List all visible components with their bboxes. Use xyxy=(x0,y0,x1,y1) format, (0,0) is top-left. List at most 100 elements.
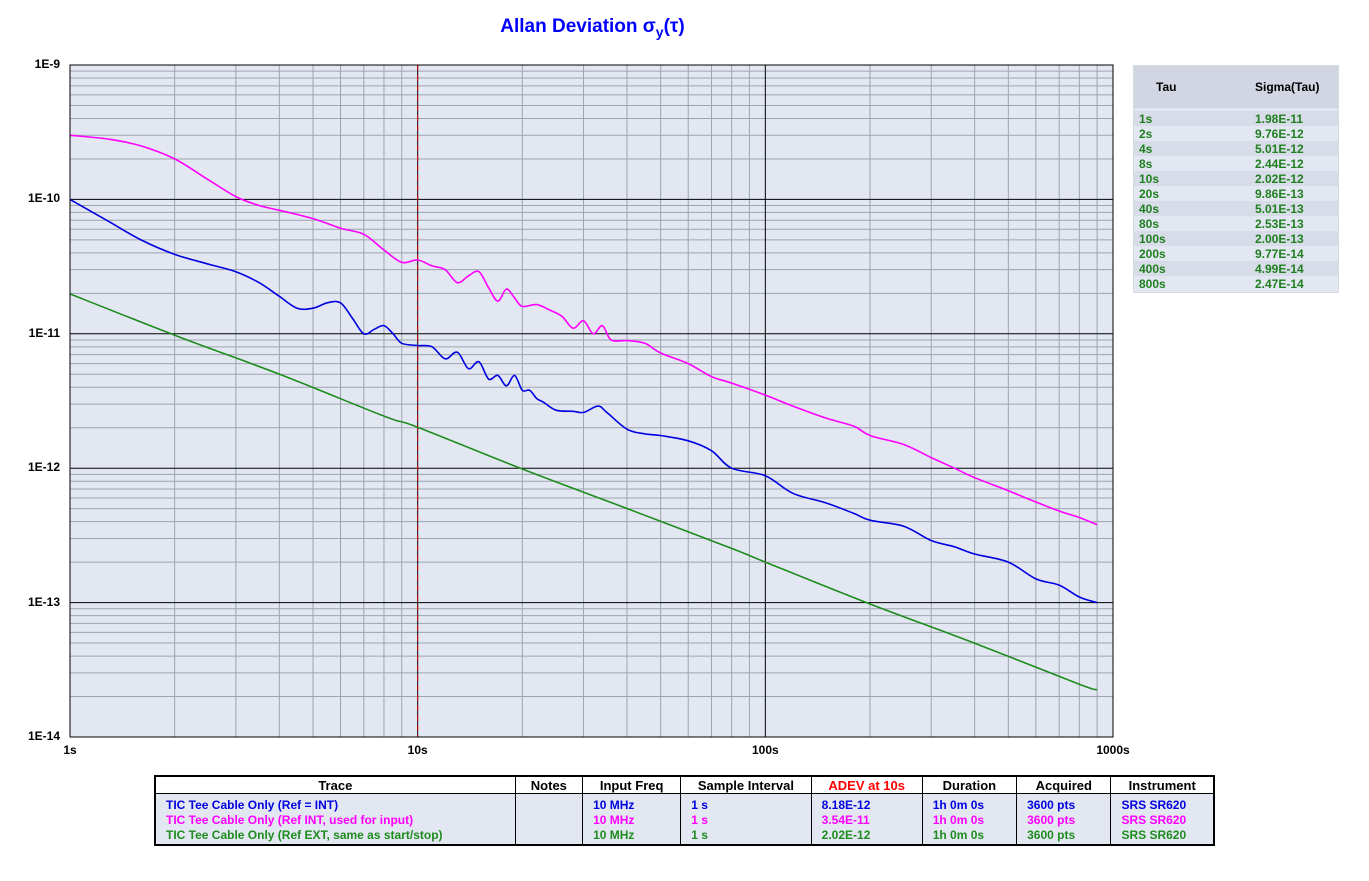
sigma-cell: 4.99E-14 xyxy=(1255,262,1304,276)
y-tick-label: 1E-9 xyxy=(34,57,60,71)
trace-table-header-cell: ADEV at 10s xyxy=(810,777,923,794)
sigma-cell: 9.86E-13 xyxy=(1255,187,1304,201)
trace-table-column: TIC Tee Cable Only (Ref = INT) TIC Tee Ca… xyxy=(156,794,515,845)
trace-table-column xyxy=(514,793,583,844)
trace-table-cell: 1 s xyxy=(691,798,708,812)
tau-sigma-row: 1s 1.98E-11 xyxy=(1134,111,1338,126)
y-tick-label: 1E-14 xyxy=(27,729,60,743)
minor-grid xyxy=(70,65,1113,737)
series-line-2 xyxy=(69,134,1098,526)
series-line-1 xyxy=(69,198,1098,604)
tau-sigma-row: 8s 2.44E-12 xyxy=(1134,156,1338,171)
trace-table-body: TIC Tee Cable Only (Ref = INT) TIC Tee Ca… xyxy=(156,793,1213,845)
trace-table-cell xyxy=(526,828,582,843)
tau-sigma-rows: 1s 1.98E-11 2s 9.76E-12 4s 5.01E-12 8s 2.44E-12… xyxy=(1134,108,1338,291)
trace-table-cell: 1 s xyxy=(691,828,708,842)
tau-sigma-row: 100s 2.00E-13 xyxy=(1134,231,1338,246)
x-tick-label: 10s xyxy=(407,743,428,757)
y-tick-label: 1E-13 xyxy=(27,594,60,609)
trace-table-cell xyxy=(526,798,582,813)
sigma-cell: 2.53E-13 xyxy=(1255,217,1304,231)
tau-sigma-row: 10s 2.02E-12 xyxy=(1134,171,1338,186)
trace-table-cell: 1h 0m 0s xyxy=(932,828,985,842)
trace-table-header-cell: Sample Interval xyxy=(680,777,812,794)
trace-table: Trace Notes Input Freq Sample Interval ADEV … xyxy=(154,775,1215,846)
tau-cell: 10s xyxy=(1139,172,1160,186)
trace-table-cell: 10 MHz xyxy=(593,798,635,812)
trace-table-cell: 1h 0m 0s xyxy=(932,813,985,827)
sigma-cell: 5.01E-12 xyxy=(1255,142,1304,156)
trace-table-cell: 3.54E-11 xyxy=(821,813,870,827)
y-tick-label: 1E-11 xyxy=(28,325,60,340)
trace-table-cell: TIC Tee Cable Only (Ref EXT, same as sta… xyxy=(166,828,443,842)
trace-table-cell: SRS SR620 xyxy=(1121,828,1187,842)
trace-table-cell: TIC Tee Cable Only (Ref INT, used for in… xyxy=(166,813,414,827)
tau-sigma-row: 20s 9.86E-13 xyxy=(1134,186,1338,201)
sigma-cell: 1.98E-11 xyxy=(1255,112,1304,126)
tau-cell: 2s xyxy=(1139,127,1153,141)
trace-table-cell: 1h 0m 0s xyxy=(932,798,985,812)
tau-header: Tau xyxy=(1156,80,1177,94)
tau-cell: 200s xyxy=(1139,247,1166,261)
tau-sigma-row: 800s 2.47E-14 xyxy=(1134,276,1338,291)
sigma-cell: 5.01E-13 xyxy=(1255,202,1304,216)
x-tick-label: 1s xyxy=(63,743,77,757)
sigma-cell: 9.76E-12 xyxy=(1255,127,1304,141)
tau-sigma-row: 40s 5.01E-13 xyxy=(1134,201,1338,216)
chart-title-symbol: σ xyxy=(642,16,656,37)
trace-table-cell: SRS SR620 xyxy=(1121,813,1187,827)
trace-table-header: Trace Notes Input Freq Sample Interval ADEV … xyxy=(156,777,1213,794)
tau-cell: 800s xyxy=(1139,277,1166,291)
trace-table-column: 8.18E-12 3.54E-11 2.02E-12 xyxy=(810,793,923,844)
sigma-header: Sigma(Tau) xyxy=(1255,80,1320,94)
sigma-cell: 2.47E-14 xyxy=(1255,277,1304,291)
trace-table-header-cell: Input Freq xyxy=(582,777,681,794)
tau-cell: 4s xyxy=(1139,142,1153,156)
tau-cell: 8s xyxy=(1139,157,1153,171)
trace-table-cell: 1 s xyxy=(691,813,708,827)
trace-table-cell: 10 MHz xyxy=(593,813,635,827)
trace-table-cell: 10 MHz xyxy=(593,828,635,842)
trace-table-header-cell: Trace xyxy=(156,777,516,794)
tau-cell: 80s xyxy=(1139,217,1160,231)
tau-sigma-row: 4s 5.01E-12 xyxy=(1134,141,1338,156)
series-group xyxy=(69,134,1098,691)
trace-table-header-cell: Acquired xyxy=(1016,777,1111,794)
series-line-3 xyxy=(69,293,1098,691)
trace-table-column: 1h 0m 0s 1h 0m 0s 1h 0m 0s xyxy=(921,793,1017,844)
y-tick-label: 1E-10 xyxy=(27,191,60,206)
trace-table-cell: 2.02E-12 xyxy=(821,828,871,842)
sigma-cell: 2.02E-12 xyxy=(1255,172,1304,186)
x-tick-label: 100s xyxy=(751,743,779,757)
tau-cell: 1s xyxy=(1139,112,1153,126)
tau-cell: 20s xyxy=(1139,187,1160,201)
trace-table-cell: 3600 pts xyxy=(1027,813,1076,827)
plot-frame xyxy=(69,64,1114,738)
trace-table-header-cell: Instrument xyxy=(1110,777,1213,794)
x-tick-label: 1000s xyxy=(1096,743,1130,757)
sigma-cell: 9.77E-14 xyxy=(1255,247,1304,261)
tau-sigma-table: Tau Sigma(Tau) 1s 1.98E-11 2s 9.76E-12 4s 5.0… xyxy=(1133,65,1339,293)
tau-sigma-table-header: Tau Sigma(Tau) xyxy=(1134,66,1338,108)
y-tick-label: 1E-12 xyxy=(27,460,60,475)
trace-table-column: 3600 pts 3600 pts 3600 pts xyxy=(1016,793,1111,844)
trace-table-column: SRS SR620 SRS SR620 SRS SR620 xyxy=(1110,793,1213,844)
plot-area xyxy=(70,65,1113,737)
chart-title-tail: (τ) xyxy=(663,16,685,37)
trace-table-cell xyxy=(526,813,582,828)
trace-table-cell: 8.18E-12 xyxy=(821,798,871,812)
chart-title-subscript: y xyxy=(655,23,664,40)
sigma-cell: 2.00E-13 xyxy=(1255,232,1304,246)
chart-title: Allan Deviation σy(τ) xyxy=(0,16,1185,40)
trace-table-cell: 3600 pts xyxy=(1027,828,1076,842)
sigma-cell: 2.44E-12 xyxy=(1255,157,1304,171)
tau-sigma-row: 2s 9.76E-12 xyxy=(1134,126,1338,141)
tau-sigma-row: 400s 4.99E-14 xyxy=(1134,261,1338,276)
trace-table-cell: SRS SR620 xyxy=(1121,798,1187,812)
trace-table-header-cell: Notes xyxy=(514,777,583,794)
tau-sigma-row: 200s 9.77E-14 xyxy=(1134,246,1338,261)
tau-cell: 400s xyxy=(1139,262,1166,276)
trace-table-cell: 3600 pts xyxy=(1027,798,1076,812)
